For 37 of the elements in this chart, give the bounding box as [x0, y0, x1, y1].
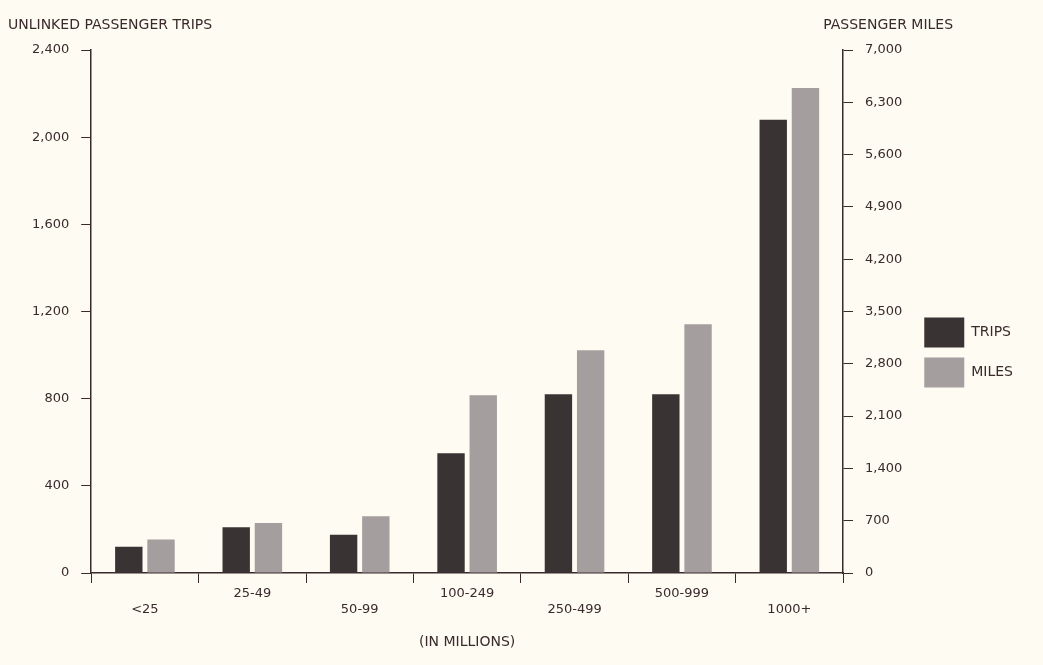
x-tick-label: 1000+	[767, 600, 812, 616]
bar	[147, 539, 175, 573]
y-tick-label: 400	[44, 477, 70, 493]
bar	[254, 522, 283, 573]
x-tick-label: 500-999	[654, 585, 710, 601]
y2-tick-label: 2,800	[865, 355, 903, 371]
y-tick-label: 1,200	[32, 302, 70, 318]
y2-tick-label: 4,200	[865, 250, 903, 266]
x-tick-label: 100-249	[439, 585, 495, 601]
legend-label: MILES	[971, 363, 1014, 380]
x-tick-label: 50-99	[340, 600, 379, 616]
y2-tick-label: 3,500	[865, 302, 903, 318]
bar	[469, 395, 497, 573]
x-axis-title: (IN MILLIONS)	[418, 633, 516, 650]
y-tick-label: 2,400	[32, 41, 70, 57]
bar	[791, 88, 820, 573]
y2-tick-label: 2,100	[865, 407, 903, 423]
y2-axis-title: PASSENGER MILES	[823, 15, 954, 32]
y-tick-label: 0	[60, 564, 70, 580]
y-tick-label: 1,600	[32, 215, 70, 231]
y-axis-title: UNLINKED PASSENGER TRIPS	[8, 15, 213, 32]
y2-tick-label: 1,400	[865, 459, 903, 475]
y2-tick-label: 700	[865, 512, 890, 528]
y2-tick-label: 4,900	[865, 198, 903, 214]
y-tick-label: 2,000	[32, 128, 70, 144]
legend-label: TRIPS	[970, 323, 1012, 340]
bar	[576, 350, 605, 573]
bar	[362, 516, 390, 573]
x-tick-label: <25	[131, 600, 159, 616]
y2-tick-label: 7,000	[865, 41, 903, 57]
y2-tick-label: 6,300	[865, 93, 903, 109]
y-tick-label: 800	[44, 390, 70, 406]
y2-tick-label: 5,600	[865, 145, 903, 161]
bar	[684, 324, 712, 573]
x-tick-label: 250-499	[547, 600, 602, 616]
y2-tick-label: 0	[865, 564, 874, 580]
x-tick-label: 25-49	[233, 585, 272, 601]
